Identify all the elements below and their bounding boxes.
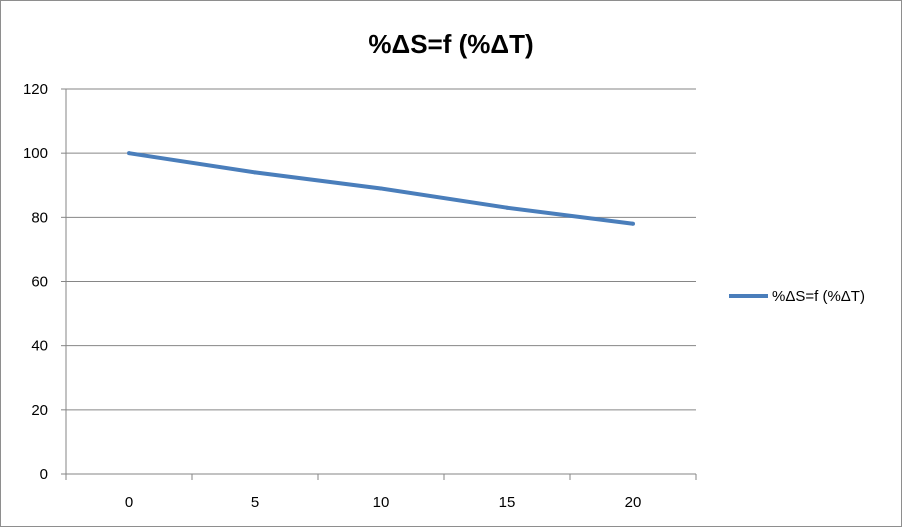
y-tick-label: 100 [23,145,48,162]
series-lines [127,151,635,226]
legend: %ΔS=f (%ΔT) [729,288,865,305]
y-tick-label: 80 [31,209,48,226]
y-tick-label: 20 [31,402,48,419]
axes [61,88,697,480]
legend-label: %ΔS=f (%ΔT) [772,288,865,305]
y-tick-label: 60 [31,274,48,291]
tick-labels: 0 20 40 60 80 100 120 0 5 10 15 20 [23,81,641,511]
data-point [379,186,383,191]
y-tick-label: 120 [23,81,48,98]
x-tick-label: 20 [625,494,642,511]
data-point [253,170,257,175]
data-point [505,205,509,210]
x-tick-label: 0 [125,494,133,511]
data-point [631,221,635,226]
data-point [127,151,131,156]
x-tick-label: 15 [499,494,516,511]
y-tick-label: 0 [40,466,48,483]
x-tick-label: 10 [373,494,390,511]
gridlines [66,88,696,411]
chart-title: %ΔS=f (%ΔT) [368,29,533,59]
x-tick-label: 5 [251,494,259,511]
y-tick-label: 40 [31,338,48,355]
